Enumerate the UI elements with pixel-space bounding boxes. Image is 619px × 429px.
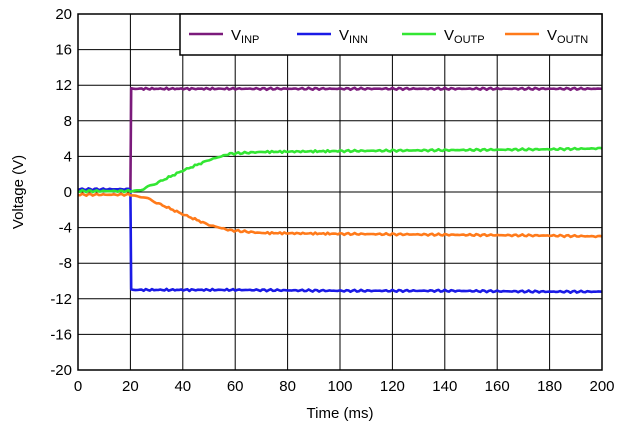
y-tick-label: 20 [55, 6, 72, 23]
y-tick-label: 4 [64, 148, 72, 165]
y-axis-label: Voltage (V) [10, 155, 27, 229]
x-tick-label: 60 [227, 378, 244, 395]
grid [78, 14, 602, 370]
y-tick-label: -8 [59, 255, 72, 272]
x-tick-label: 120 [380, 378, 405, 395]
series-line-voutp [77, 146, 603, 194]
series-line-vinp [77, 86, 603, 192]
x-tick-label: 80 [279, 378, 296, 395]
x-tick-label: 160 [485, 378, 510, 395]
x-tick-label: 100 [327, 378, 352, 395]
y-tick-labels: 20 16 12 8 4 0 -4 -8 -12 -16 -20 [50, 6, 72, 379]
x-tick-labels: 0 20 40 60 80 100 120 140 160 180 200 [74, 378, 615, 395]
series-line-vinn [77, 187, 603, 295]
y-tick-label: 8 [64, 113, 72, 130]
x-tick-label: 0 [74, 378, 82, 395]
x-tick-label: 140 [432, 378, 457, 395]
y-tick-label: 12 [55, 77, 72, 94]
series-line-voutn [77, 192, 603, 239]
x-tick-label: 20 [122, 378, 139, 395]
y-tick-label: 0 [64, 184, 72, 201]
series-lines [77, 86, 603, 295]
x-tick-label: 200 [589, 378, 614, 395]
y-tick-label: -12 [50, 291, 72, 308]
x-axis-label: Time (ms) [307, 405, 374, 422]
y-tick-label: -16 [50, 326, 72, 343]
x-tick-label: 40 [174, 378, 191, 395]
x-tick-label: 180 [537, 378, 562, 395]
y-tick-label: -20 [50, 362, 72, 379]
y-tick-label: 16 [55, 42, 72, 59]
legend: VINP VINN VOUTP VOUTN [179, 13, 603, 56]
y-tick-label: -4 [59, 220, 72, 237]
